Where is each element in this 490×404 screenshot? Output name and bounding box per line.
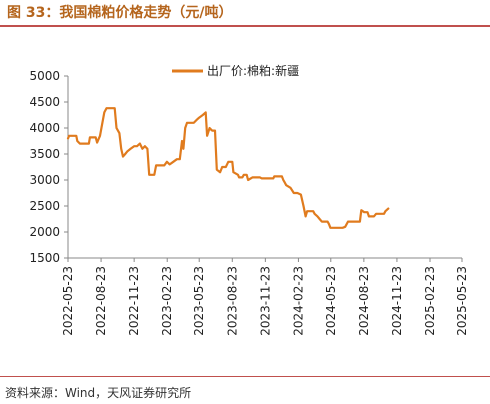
y-tick-label: 4500 bbox=[29, 95, 60, 109]
legend: 出厂价:棉粕:新疆 bbox=[172, 63, 299, 78]
source-rule bbox=[0, 376, 490, 377]
x-tick-label: 2023-11-23 bbox=[258, 266, 272, 336]
x-tick-label: 2024-02-23 bbox=[291, 266, 305, 336]
series-layer bbox=[66, 107, 390, 229]
x-tick-label: 2023-05-23 bbox=[192, 266, 206, 336]
source-note: 资料来源：Wind，天风证券研究所 bbox=[5, 386, 192, 400]
y-tick-label: 2000 bbox=[29, 225, 60, 239]
title-rule bbox=[0, 25, 490, 27]
y-tick-label: 3000 bbox=[29, 173, 60, 187]
x-axis: 2022-05-23 2022-08-23 2022-11-23 2023-02-23… bbox=[61, 257, 469, 336]
x-tick-label: 2022-08-23 bbox=[94, 266, 108, 336]
figure-title: 图 33：我国棉粕价格走势（元/吨） bbox=[7, 5, 233, 21]
x-tick-label: 2024-08-23 bbox=[357, 266, 371, 336]
legend-label: 出厂价:棉粕:新疆 bbox=[207, 63, 299, 78]
series-line bbox=[66, 107, 390, 229]
x-tick-label: 2022-11-23 bbox=[127, 266, 141, 336]
y-tick-label: 4000 bbox=[29, 121, 60, 135]
y-tick-label: 5000 bbox=[29, 69, 60, 83]
y-axis: 1500 2000 2500 3000 3500 4000 4500 5000 bbox=[29, 69, 69, 265]
x-tick-label: 2023-02-23 bbox=[160, 266, 174, 336]
x-tick-label: 2025-05-23 bbox=[455, 266, 469, 336]
x-tick-label: 2024-11-23 bbox=[390, 266, 404, 336]
y-tick-label: 2500 bbox=[29, 199, 60, 213]
line-chart: 1500 2000 2500 3000 3500 4000 4500 5000 2022-05… bbox=[29, 63, 469, 336]
x-tick-label: 2022-05-23 bbox=[61, 266, 75, 336]
y-tick-label: 3500 bbox=[29, 147, 60, 161]
x-tick-label: 2023-08-23 bbox=[225, 266, 239, 336]
x-tick-label: 2024-05-23 bbox=[324, 266, 338, 336]
y-tick-label: 1500 bbox=[29, 251, 60, 265]
x-tick-label: 2025-02-23 bbox=[423, 266, 437, 336]
